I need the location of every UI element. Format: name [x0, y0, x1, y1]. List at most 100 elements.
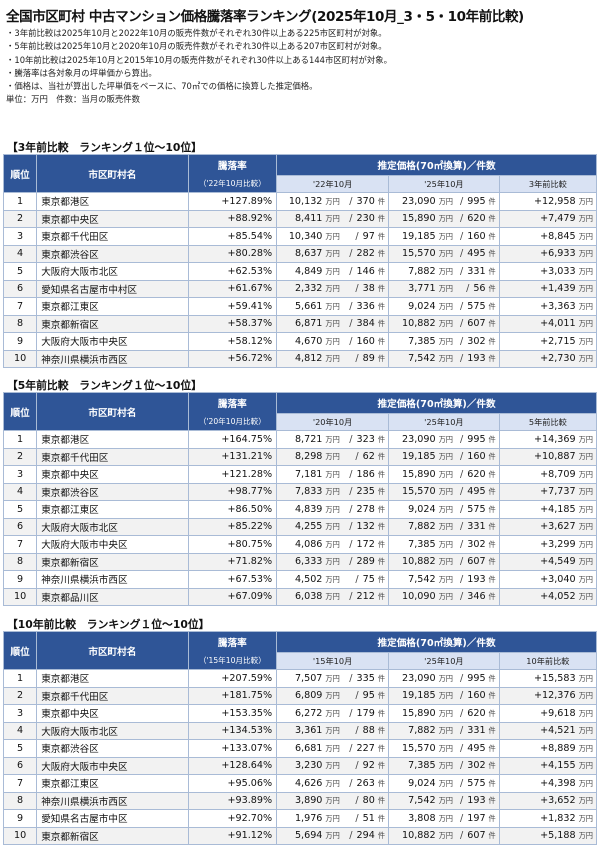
count-unit: 件 [488, 214, 496, 224]
past-price-cell: 4,626 万円 [276, 774, 342, 793]
count-unit: 件 [377, 592, 386, 602]
current-price-value: 9,024 [408, 777, 436, 789]
count-unit: 件 [377, 557, 386, 567]
price-unit: 万円 [578, 487, 593, 497]
table-row: 10 東京都新宿区 +91.12% 5,694 万円/294 件 10,882 万円/607 件… [2, 826, 598, 845]
city-cell: 東京都新宿区 [36, 826, 189, 845]
price-unit: 万円 [325, 319, 340, 329]
rate-cell: +128.64% [187, 756, 278, 775]
past-count-value: 172 [356, 538, 375, 550]
current-count-value: 995 [467, 195, 486, 207]
current-price-value: 23,090 [402, 195, 436, 207]
past-price-cell: 4,839 万円 [276, 500, 342, 519]
current-price-cell: 7,385 万円 [388, 756, 455, 775]
price-unit: 万円 [578, 813, 593, 823]
price-unit: 万円 [578, 266, 593, 276]
separator: / [460, 433, 464, 445]
count-unit: 件 [488, 231, 496, 241]
separator: / [349, 742, 353, 754]
count-unit: 件 [488, 504, 496, 514]
price-unit: 万円 [325, 592, 340, 602]
price-unit: 万円 [325, 574, 340, 584]
note-rate: ・騰落率は各対象月の坪単価から算出。 [6, 67, 157, 78]
table-row: 9 愛知県名古屋市中区 +92.70% 1,976 万円/51 件 3,808 万円/197 件… [2, 809, 598, 828]
price-unit: 万円 [578, 504, 593, 514]
past-price-cell: 1,976 万円 [276, 809, 342, 828]
past-price-cell: 8,298 万円 [276, 447, 342, 466]
price-unit: 万円 [578, 336, 593, 346]
price-unit: 万円 [438, 673, 453, 683]
current-price-value: 15,570 [402, 248, 436, 260]
count-unit: 件 [488, 592, 496, 602]
rate-subheader: （'20年10月比較） [187, 413, 278, 431]
current-price-cell: 7,542 万円 [388, 791, 455, 810]
city-cell: 東京都港区 [36, 669, 189, 688]
past-price-cell: 8,721 万円 [276, 430, 342, 449]
price-unit: 万円 [438, 196, 453, 206]
separator: / [460, 672, 464, 684]
past-count-cell: /335 件 [341, 669, 390, 688]
past-price-cell: 7,833 万円 [276, 482, 342, 501]
count-unit: 件 [377, 487, 386, 497]
city-cell: 東京都港区 [36, 192, 189, 211]
rank-cell: 10 [2, 826, 38, 845]
current-price-value: 19,185 [402, 451, 436, 463]
past-price-value: 3,361 [294, 725, 323, 737]
price-unit: 万円 [578, 434, 593, 444]
past-price-value: 6,272 [294, 707, 323, 719]
count-unit: 件 [488, 726, 496, 736]
city-cell: 東京都港区 [36, 430, 189, 449]
separator: / [460, 468, 464, 480]
price-unit: 万円 [438, 743, 453, 753]
price-unit: 万円 [325, 249, 340, 259]
price-unit: 万円 [578, 452, 593, 462]
separator: / [349, 538, 353, 550]
rate-cell: +181.75% [187, 686, 278, 705]
rank-cell: 2 [2, 686, 38, 705]
separator: / [460, 742, 464, 754]
difference-value: +3,299 [540, 538, 576, 550]
rank-header: 順位 [2, 631, 38, 670]
price-unit: 万円 [578, 592, 593, 602]
current-count-value: 575 [467, 777, 486, 789]
past-count-value: 263 [356, 777, 375, 789]
rank-cell: 1 [2, 669, 38, 688]
price-unit: 万円 [578, 761, 593, 771]
price-unit: 万円 [325, 726, 340, 736]
count-unit: 件 [377, 434, 386, 444]
past-price-value: 6,809 [294, 690, 323, 702]
past-count-cell: /92 件 [341, 756, 390, 775]
current-price-cell: 15,890 万円 [388, 704, 455, 723]
current-price-cell: 7,882 万円 [388, 262, 455, 281]
price-unit: 万円 [325, 761, 340, 771]
current-price-value: 9,024 [408, 503, 436, 515]
rank-cell: 6 [2, 517, 38, 536]
note-3yr: ・3年前比較は2025年10月と2022年10月の販売件数がそれぞれ30件以上あ… [6, 28, 387, 38]
rate-cell: +92.70% [187, 809, 278, 828]
past-count-cell: /336 件 [341, 297, 390, 316]
count-unit: 件 [377, 196, 386, 206]
current-price-cell: 9,024 万円 [388, 774, 455, 793]
count-unit: 件 [377, 796, 386, 806]
difference-value: +2,715 [540, 335, 576, 347]
rank-cell: 5 [2, 739, 38, 758]
price-unit: 万円 [438, 539, 453, 549]
current-count-value: 575 [467, 503, 486, 515]
current-price-value: 10,882 [402, 318, 436, 330]
separator: / [349, 300, 353, 312]
current-price-cell: 15,890 万円 [388, 465, 455, 484]
past-count-cell: /384 件 [341, 314, 390, 333]
price-unit: 万円 [325, 196, 340, 206]
price-unit: 万円 [325, 469, 340, 479]
past-count-cell: /80 件 [341, 791, 390, 810]
price-unit: 万円 [438, 831, 453, 841]
current-count-cell: /575 件 [454, 297, 500, 316]
current-period-header: '25年10月 [388, 175, 500, 193]
current-price-cell: 7,542 万円 [388, 349, 455, 368]
current-price-value: 23,090 [402, 433, 436, 445]
past-count-cell: /370 件 [341, 192, 390, 211]
rate-cell: +98.77% [187, 482, 278, 501]
count-unit: 件 [488, 557, 496, 567]
separator: / [460, 777, 464, 789]
price-unit: 万円 [578, 354, 593, 364]
